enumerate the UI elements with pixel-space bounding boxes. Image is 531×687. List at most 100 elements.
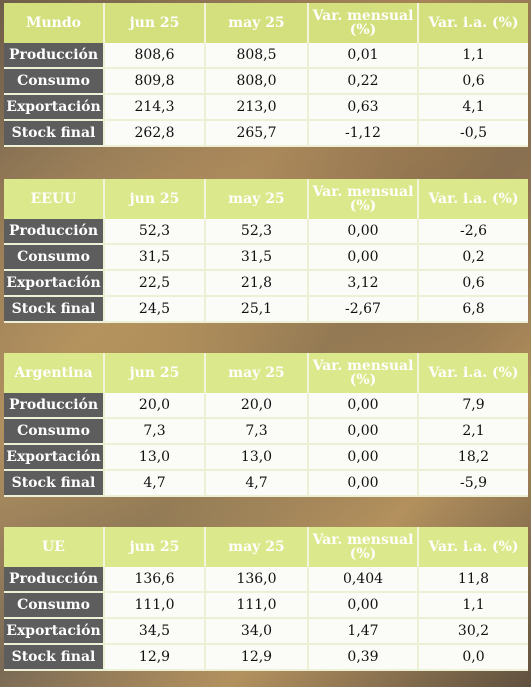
- cell: 25,1: [206, 297, 309, 323]
- row-label: Consumo: [4, 419, 105, 445]
- col-header-may: may 25: [206, 527, 309, 567]
- row-label: Exportación: [4, 619, 105, 645]
- col-header-may: may 25: [206, 353, 309, 393]
- cell: 34,0: [206, 619, 309, 645]
- table-ue: UE jun 25 may 25 Var. mensual (%) Var. i…: [4, 527, 528, 671]
- cell: 0,22: [309, 69, 419, 95]
- row-label: Exportación: [4, 271, 105, 297]
- region-header: UE: [4, 527, 105, 567]
- cell: 7,3: [105, 419, 206, 445]
- cell: 6,8: [419, 297, 528, 323]
- cell: 1,1: [419, 43, 528, 69]
- cell: 0,00: [309, 445, 419, 471]
- table-header: UE jun 25 may 25 Var. mensual (%) Var. i…: [4, 527, 528, 567]
- col-header-jun: jun 25: [105, 3, 206, 43]
- region-header: Argentina: [4, 353, 105, 393]
- row-label: Stock final: [4, 121, 105, 147]
- cell: -5,9: [419, 471, 528, 497]
- table-row: Consumo 809,8 808,0 0,22 0,6: [4, 69, 528, 95]
- col-header-jun: jun 25: [105, 179, 206, 219]
- cell: 262,8: [105, 121, 206, 147]
- table-row: Consumo 31,5 31,5 0,00 0,2: [4, 245, 528, 271]
- table-row: Stock final 24,5 25,1 -2,67 6,8: [4, 297, 528, 323]
- col-header-jun: jun 25: [105, 353, 206, 393]
- cell: 809,8: [105, 69, 206, 95]
- row-label: Producción: [4, 393, 105, 419]
- col-header-var-ia: Var. i.a. (%): [419, 179, 528, 219]
- table-row: Exportación 214,3 213,0 0,63 4,1: [4, 95, 528, 121]
- cell: 808,5: [206, 43, 309, 69]
- cell: 52,3: [206, 219, 309, 245]
- cell: 0,00: [309, 471, 419, 497]
- table-row: Stock final 4,7 4,7 0,00 -5,9: [4, 471, 528, 497]
- cell: 1,47: [309, 619, 419, 645]
- col-header-var-mensual: Var. mensual (%): [309, 179, 419, 219]
- cell: 12,9: [105, 645, 206, 671]
- row-label: Exportación: [4, 95, 105, 121]
- cell: 31,5: [206, 245, 309, 271]
- table-row: Producción 52,3 52,3 0,00 -2,6: [4, 219, 528, 245]
- cell: 12,9: [206, 645, 309, 671]
- row-label: Stock final: [4, 471, 105, 497]
- col-header-may: may 25: [206, 3, 309, 43]
- col-header-var-mensual: Var. mensual (%): [309, 3, 419, 43]
- table-row: Producción 808,6 808,5 0,01 1,1: [4, 43, 528, 69]
- cell: 808,0: [206, 69, 309, 95]
- table-row: Stock final 262,8 265,7 -1,12 -0,5: [4, 121, 528, 147]
- table-eeuu: EEUU jun 25 may 25 Var. mensual (%) Var.…: [4, 179, 528, 323]
- cell: 0,00: [309, 393, 419, 419]
- cell: 111,0: [105, 593, 206, 619]
- cell: 0,00: [309, 593, 419, 619]
- cell: 1,1: [419, 593, 528, 619]
- cell: 4,7: [206, 471, 309, 497]
- table-header: Argentina jun 25 may 25 Var. mensual (%)…: [4, 353, 528, 393]
- cell: 265,7: [206, 121, 309, 147]
- col-header-may: may 25: [206, 179, 309, 219]
- cell: 20,0: [206, 393, 309, 419]
- cell: 20,0: [105, 393, 206, 419]
- cell: 3,12: [309, 271, 419, 297]
- cell: 0,63: [309, 95, 419, 121]
- cell: 0,404: [309, 567, 419, 593]
- cell: -2,67: [309, 297, 419, 323]
- cell: 0,01: [309, 43, 419, 69]
- cell: 0,6: [419, 271, 528, 297]
- row-label: Producción: [4, 43, 105, 69]
- row-label: Stock final: [4, 297, 105, 323]
- cell: 0,00: [309, 245, 419, 271]
- col-header-var-mensual: Var. mensual (%): [309, 527, 419, 567]
- cell: 136,0: [206, 567, 309, 593]
- cell: 22,5: [105, 271, 206, 297]
- cell: 34,5: [105, 619, 206, 645]
- col-header-var-mensual: Var. mensual (%): [309, 353, 419, 393]
- cell: 18,2: [419, 445, 528, 471]
- cell: 808,6: [105, 43, 206, 69]
- table-row: Consumo 111,0 111,0 0,00 1,1: [4, 593, 528, 619]
- row-label: Producción: [4, 567, 105, 593]
- cell: -2,6: [419, 219, 528, 245]
- table-argentina: Argentina jun 25 may 25 Var. mensual (%)…: [4, 353, 528, 497]
- col-header-var-ia: Var. i.a. (%): [419, 527, 528, 567]
- cell: 214,3: [105, 95, 206, 121]
- table-row: Consumo 7,3 7,3 0,00 2,1: [4, 419, 528, 445]
- cell: 136,6: [105, 567, 206, 593]
- row-label: Consumo: [4, 69, 105, 95]
- table-header: EEUU jun 25 may 25 Var. mensual (%) Var.…: [4, 179, 528, 219]
- row-label: Exportación: [4, 445, 105, 471]
- cell: 111,0: [206, 593, 309, 619]
- cell: 0,2: [419, 245, 528, 271]
- col-header-jun: jun 25: [105, 527, 206, 567]
- cell: 4,7: [105, 471, 206, 497]
- table-header: Mundo jun 25 may 25 Var. mensual (%) Var…: [4, 3, 528, 43]
- cell: 7,3: [206, 419, 309, 445]
- table-row: Exportación 22,5 21,8 3,12 0,6: [4, 271, 528, 297]
- cell: 11,8: [419, 567, 528, 593]
- region-header: Mundo: [4, 3, 105, 43]
- cell: 0,00: [309, 219, 419, 245]
- cell: 7,9: [419, 393, 528, 419]
- table-row: Exportación 34,5 34,0 1,47 30,2: [4, 619, 528, 645]
- cell: 31,5: [105, 245, 206, 271]
- row-label: Producción: [4, 219, 105, 245]
- cell: 0,00: [309, 419, 419, 445]
- cell: 24,5: [105, 297, 206, 323]
